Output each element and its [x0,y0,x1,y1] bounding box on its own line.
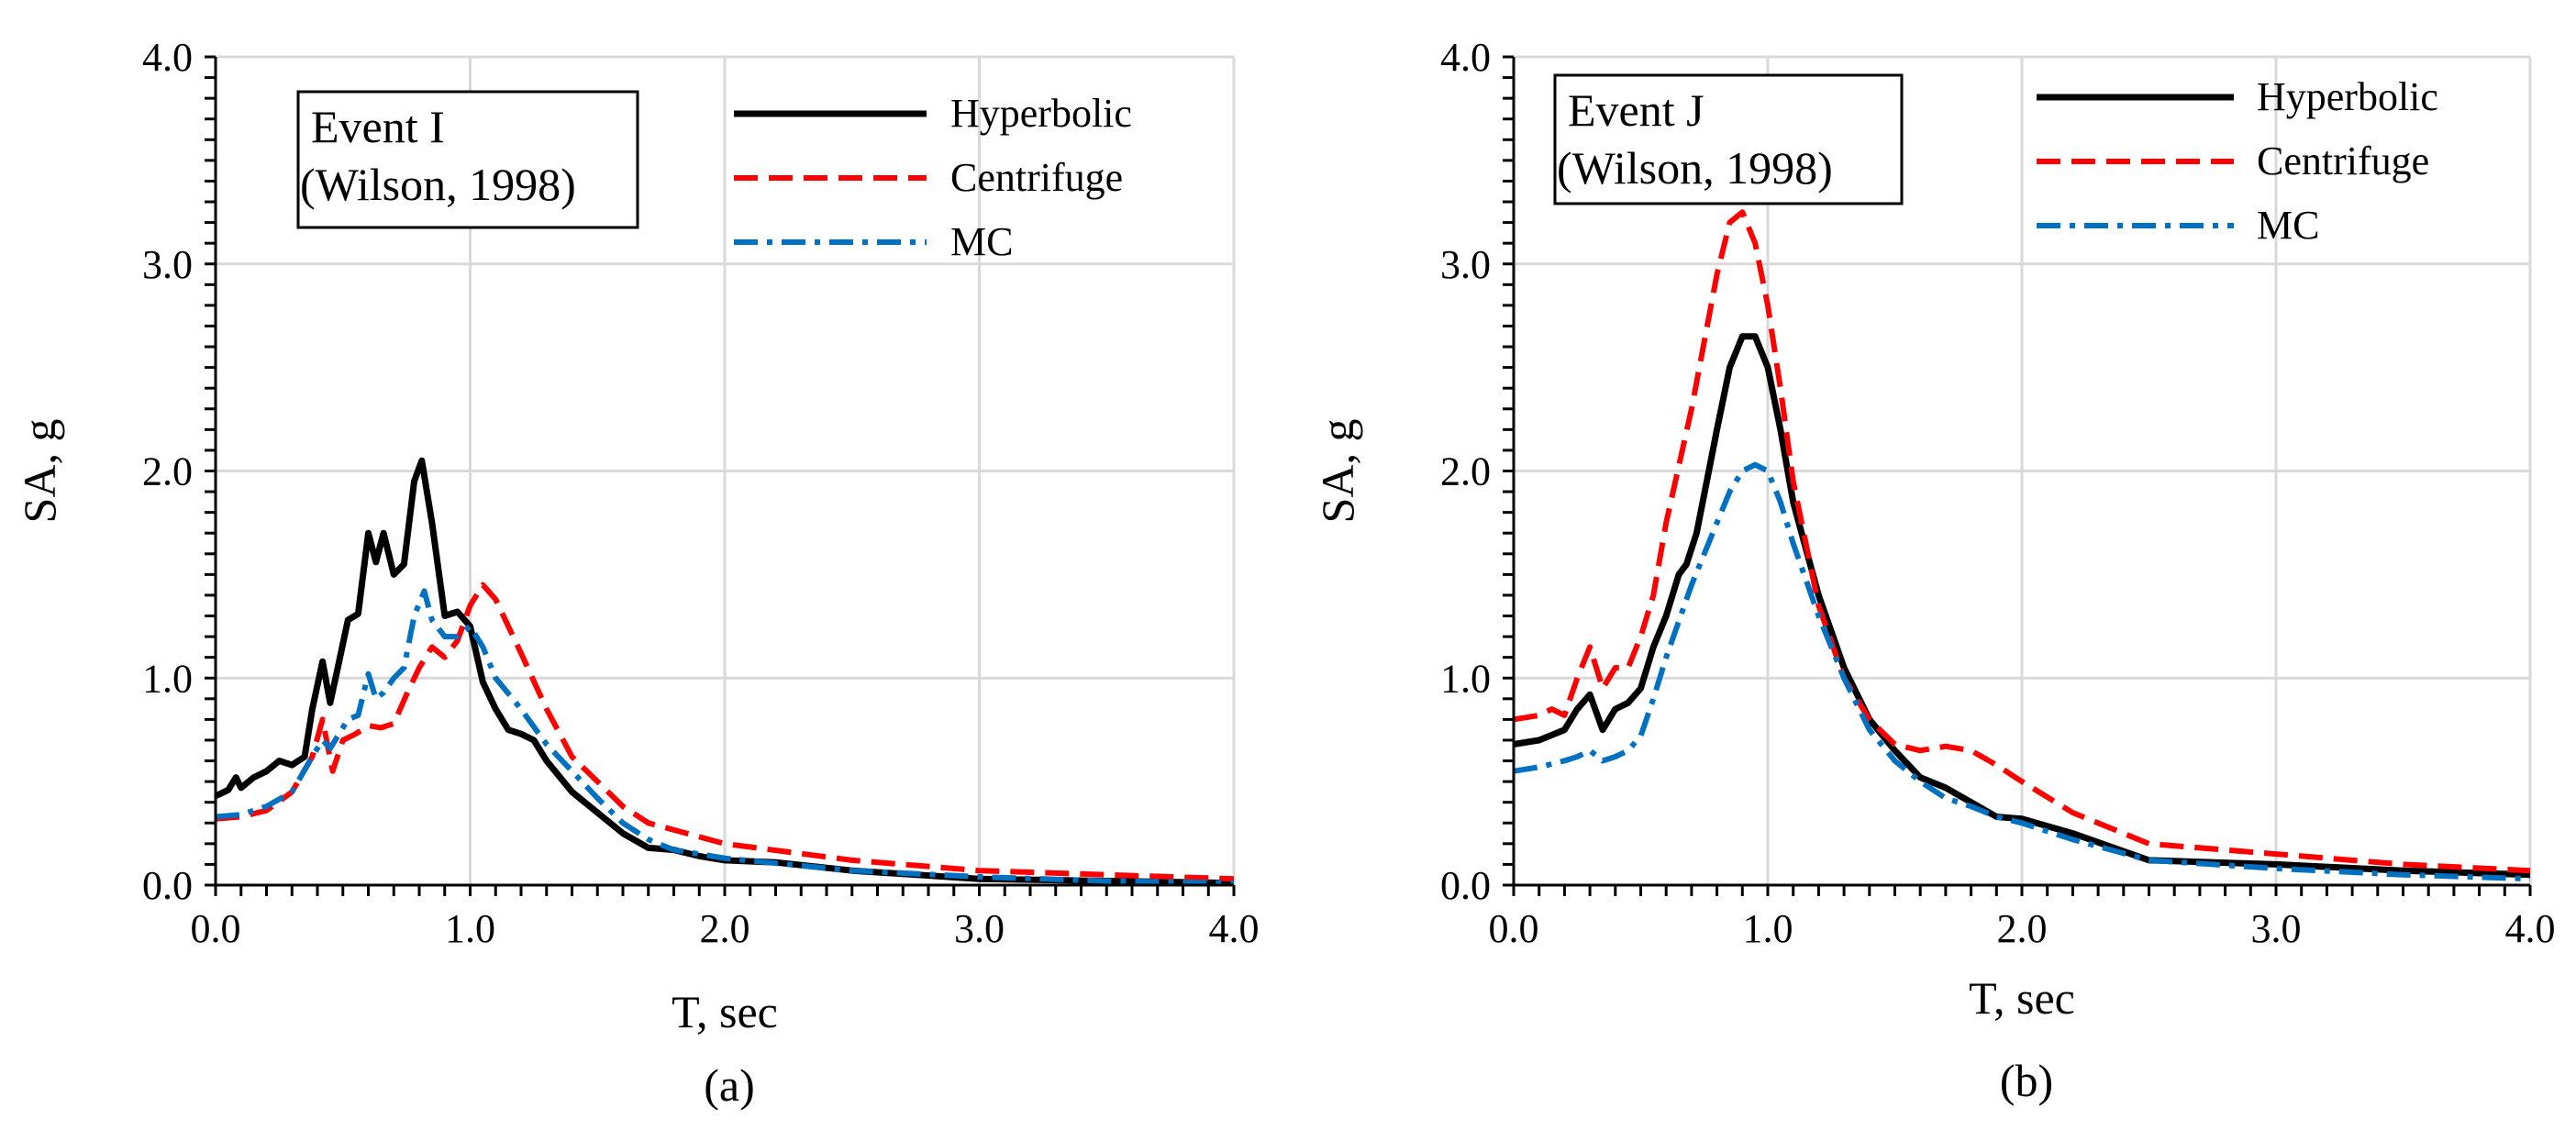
series-line-centrifuge [215,582,1235,882]
event-annotation: Event I (Wilson, 1998) [296,90,639,229]
gridlines [216,55,1236,885]
series-line-mc [1513,461,2531,882]
y-tick-label: 0.0 [142,863,193,908]
annotation-line: (Wilson, 1998) [1557,142,1833,194]
legend-label-centrifuge: Centrifuge [2257,138,2429,183]
x-tick-label: 1.0 [445,906,495,951]
legend-label-hyperbolic: Hyperbolic [950,91,1132,136]
x-axis-label: T, sec [1969,972,2075,1024]
x-tick-label: 3.0 [2251,906,2302,951]
y-axis-label: SA, g [14,419,65,524]
x-tick-label: 0.0 [191,906,241,951]
series-line-hyperbolic [1513,333,2531,879]
event-annotation: Event J (Wilson, 1998) [1553,73,1904,205]
legend-label-hyperbolic: Hyperbolic [2257,74,2438,119]
annotation-box [296,90,639,229]
legend-label-mc: MC [2257,203,2319,248]
y-tick-label: 3.0 [1440,242,1491,287]
x-axis-label: T, sec [672,986,778,1037]
x-tick-label: 2.0 [1997,906,2048,951]
x-tick-label: 1.0 [1743,906,1793,951]
legend-label-centrifuge: Centrifuge [950,155,1123,200]
legend-label-mc: MC [950,219,1013,264]
annotation-line: (Wilson, 1998) [300,159,576,210]
y-tick-label: 4.0 [142,35,193,80]
y-tick-label: 2.0 [1440,449,1491,494]
panel-label: (a) [704,1059,755,1111]
y-axis-label: SA, g [1312,419,1363,524]
x-tick-label: 2.0 [700,906,750,951]
y-tick-label: 2.0 [142,449,193,494]
chart-panel-a: 0.0 1.0 2.0 3.0 4.0 0.0 1.0 2.0 3.0 4.0 T, sec SA, … [14,35,1260,1111]
x-tick-label: 3.0 [954,906,1005,951]
annotation-line: Event J [1568,84,1704,136]
chart-panel-b: 0.0 1.0 2.0 3.0 4.0 0.0 1.0 2.0 3.0 4.0 T, sec SA, … [1312,35,2556,1106]
legend: Hyperbolic Centrifuge MC [734,91,1132,264]
y-tick-label: 3.0 [142,242,193,287]
y-tick-label: 4.0 [1440,35,1491,80]
x-tick-label: 4.0 [2505,906,2556,951]
y-tick-label: 1.0 [1440,656,1491,701]
series-line-centrifuge [1513,209,2531,874]
legend: Hyperbolic Centrifuge MC [2037,74,2438,248]
series-line-mc [215,588,1235,886]
annotation-box [1553,73,1904,205]
y-tick-label: 0.0 [1440,863,1491,908]
x-tick-label: 4.0 [1209,906,1260,951]
y-tick-label: 1.0 [142,656,193,701]
annotation-line: Event I [311,101,445,152]
panel-label: (b) [2000,1055,2053,1106]
x-tick-label: 0.0 [1489,906,1539,951]
